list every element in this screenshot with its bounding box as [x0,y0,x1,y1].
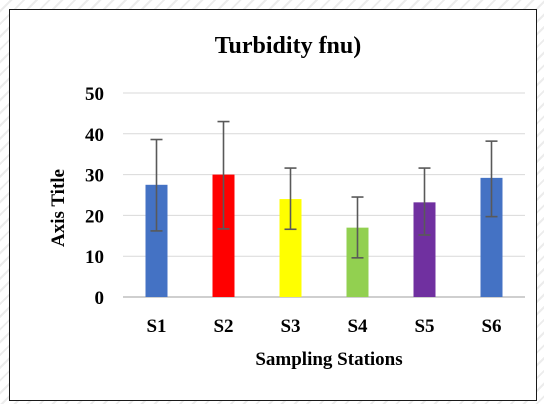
x-tick-label: S5 [414,316,434,337]
bar-chart: Turbidity fnu) Axis Title Sampling Stati… [48,33,525,370]
bars [145,174,503,297]
bar-s4 [346,227,369,297]
error-bar-s3 [284,167,297,231]
y-tick-label: 0 [95,288,105,309]
x-tick-label: S1 [146,316,166,337]
y-tick-labels: 0 10 20 30 40 50 [85,84,104,309]
error-bar-s1 [150,138,163,232]
y-tick-label: 10 [85,247,104,268]
error-bar-s2 [217,120,230,230]
chart-frame: Turbidity fnu) Axis Title Sampling Stati… [9,9,537,401]
error-bar-s4 [351,196,364,259]
y-tick-label: 40 [85,125,104,146]
bar-s6 [480,177,503,297]
error-bars [150,120,498,259]
bar-s2 [212,174,235,297]
error-bar-s5 [418,167,431,236]
x-axis-label: Sampling Stations [255,349,402,370]
y-tick-label: 30 [85,166,104,187]
x-tick-label: S6 [481,316,501,337]
bar-s5 [413,202,436,297]
chart-title: Turbidity fnu) [215,33,362,59]
x-tick-label: S4 [347,316,368,337]
y-axis-label: Axis Title [48,169,69,247]
y-tick-label: 50 [85,84,104,105]
error-bar-s6 [485,140,498,218]
bar-s3 [279,199,302,297]
x-tick-labels: S1 S2 S3 S4 S5 S6 [146,316,501,337]
x-tick-label: S3 [280,316,300,337]
y-tick-label: 20 [85,206,104,227]
bar-s1 [145,184,168,297]
gridlines [123,92,525,298]
x-tick-label: S2 [213,316,233,337]
